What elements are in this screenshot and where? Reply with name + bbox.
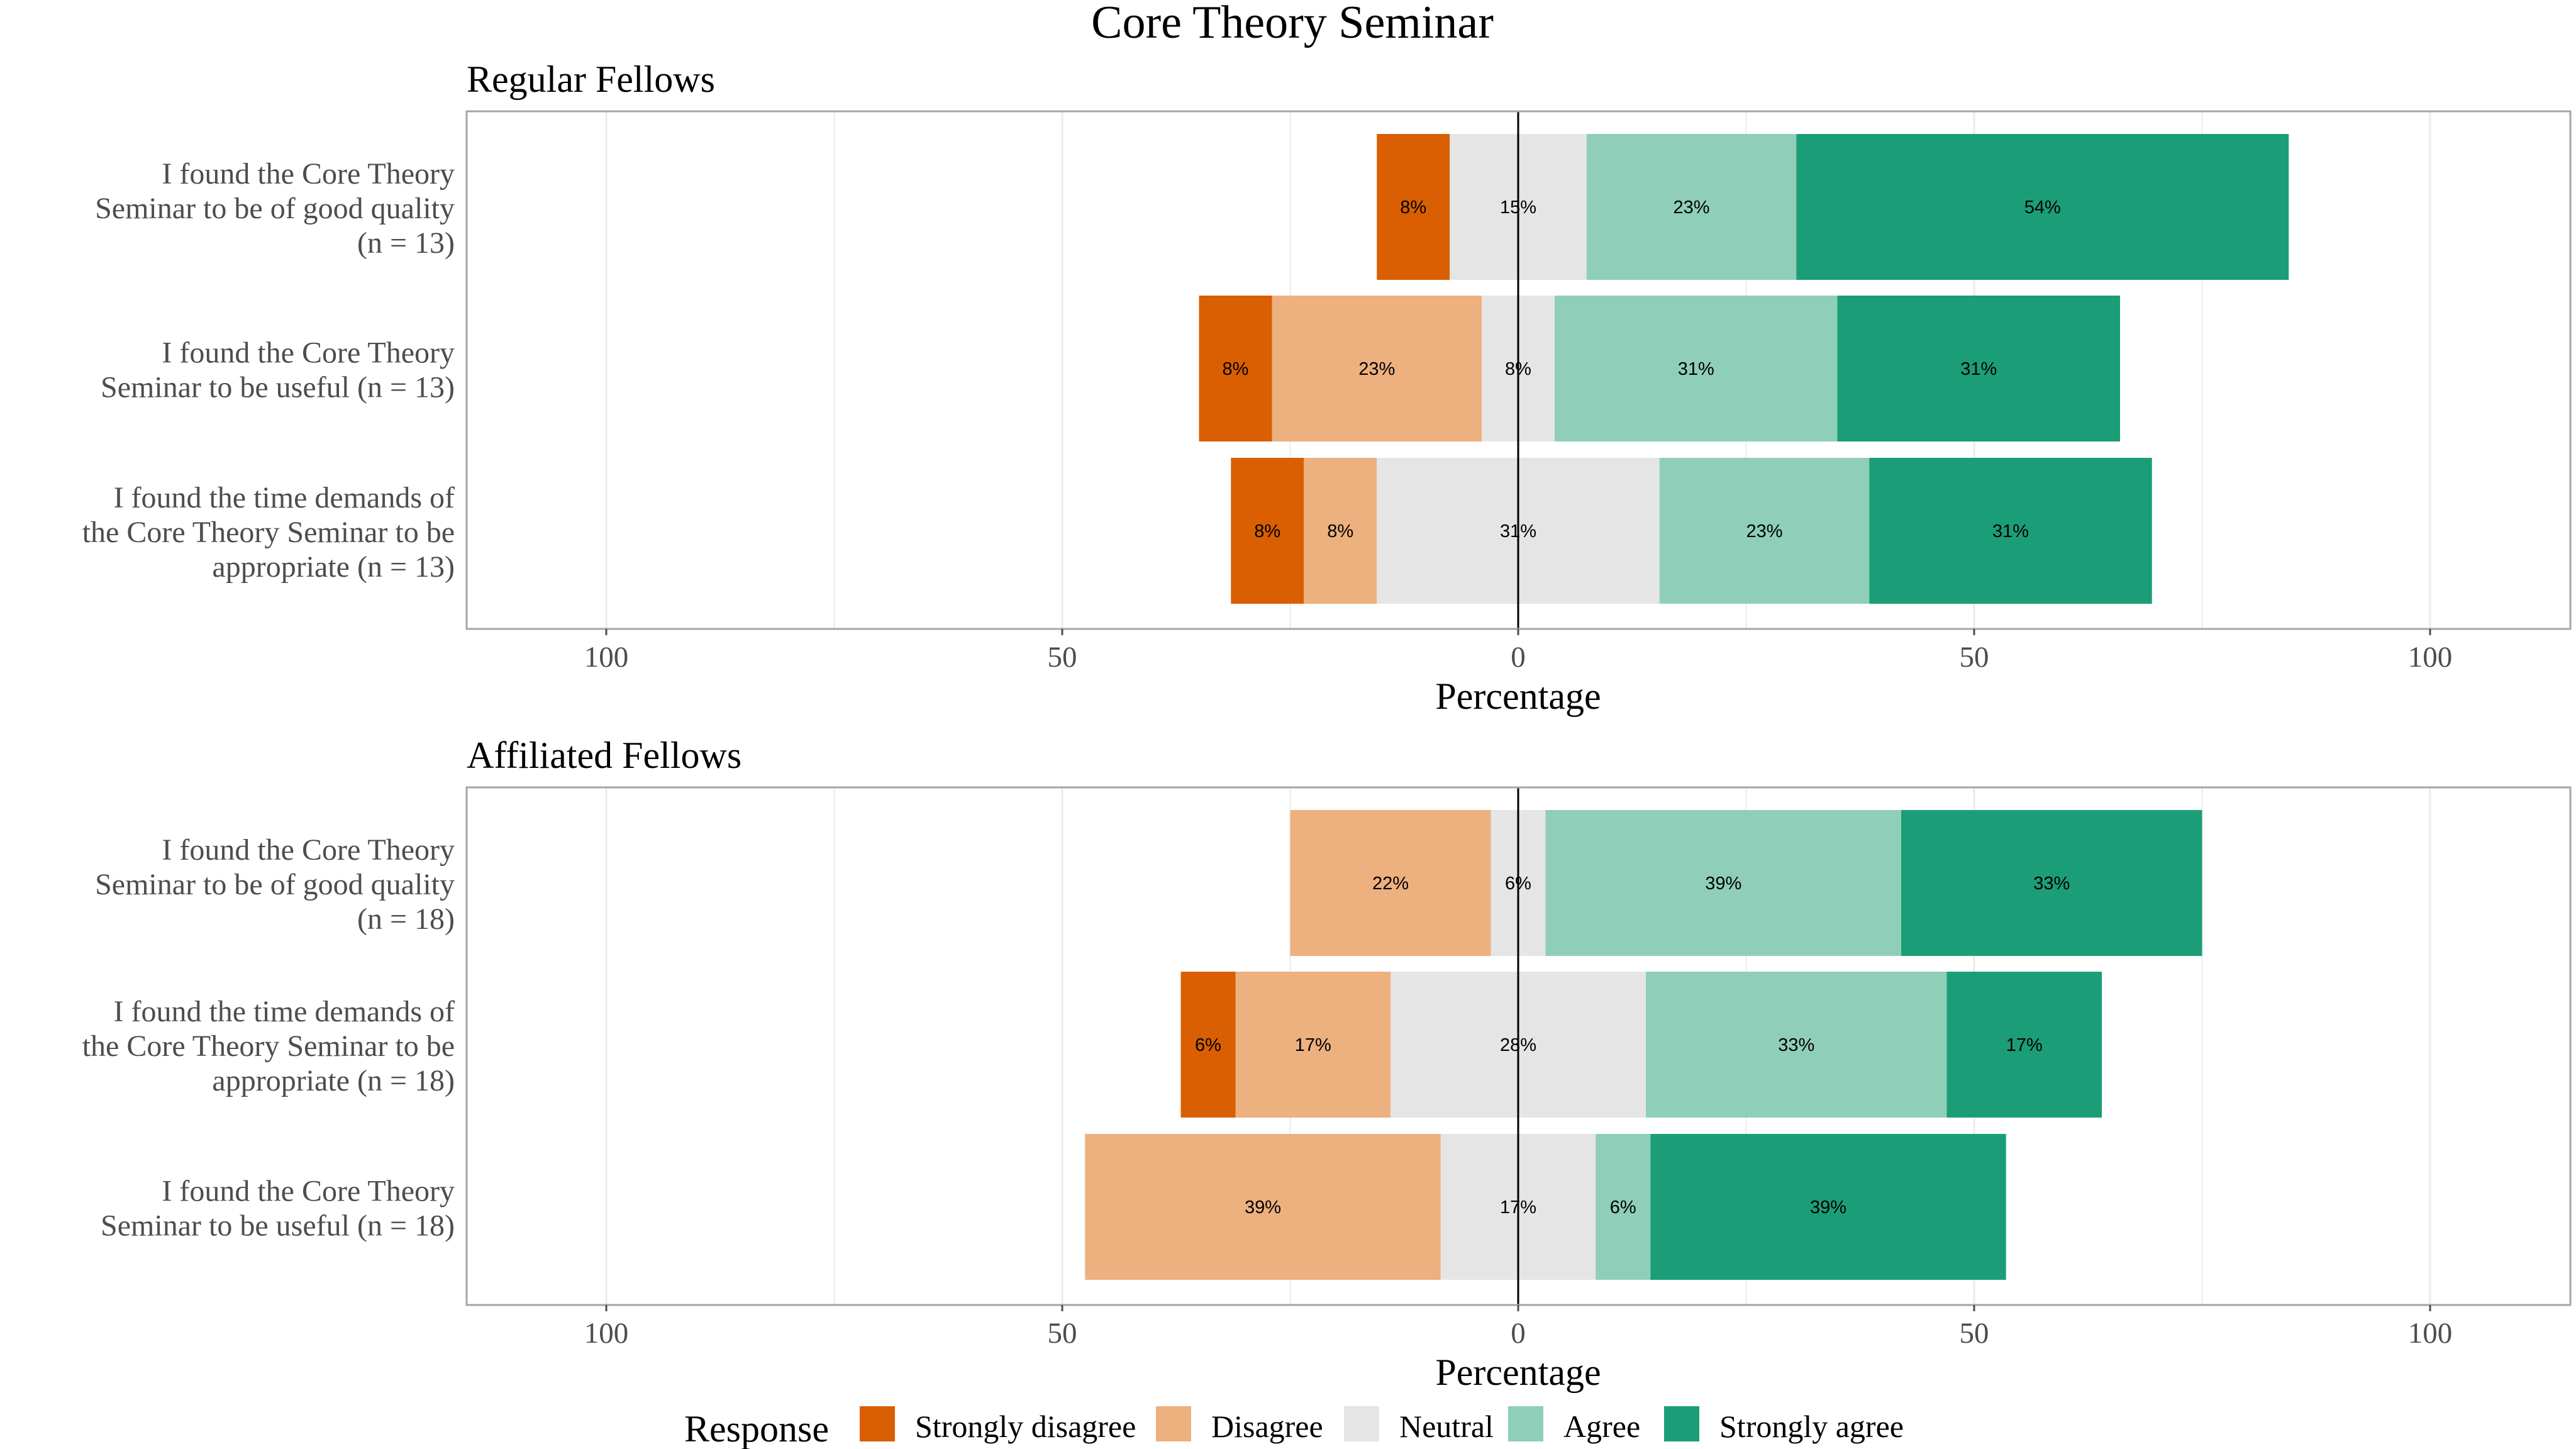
bar-segment-agree (1586, 134, 1797, 280)
legend: Response Strongly disagree Disagree Neutral… (684, 1406, 1904, 1449)
x-axis-title: Percentage (1435, 1352, 1601, 1393)
bar-segment-strongly-agree (1650, 1134, 2006, 1280)
data-label: 39% (1245, 1197, 1281, 1218)
legend-key-strongly-disagree (860, 1406, 895, 1441)
data-label: 39% (1705, 874, 1741, 894)
data-label: 17% (1295, 1035, 1331, 1055)
bar-segment-agree (1555, 296, 1838, 441)
data-label: 33% (2033, 874, 2070, 894)
bar-segment-agree (1596, 1134, 1651, 1280)
legend-key-strongly-agree (1664, 1406, 1699, 1441)
bar-segment-strongly-agree (1837, 296, 2120, 441)
x-tick-label: 50 (1048, 1317, 1077, 1350)
y-tick-label: I found the Core Theory Seminar to be use… (101, 1175, 455, 1243)
bar-segment-disagree (1235, 972, 1391, 1118)
bar-segment-disagree (1085, 1134, 1441, 1280)
legend-label: Strongly agree (1719, 1409, 1904, 1444)
legend-title: Response (684, 1408, 829, 1449)
bar-segment-strongly-agree (1946, 972, 2102, 1118)
legend-label: Neutral (1399, 1409, 1494, 1444)
legend-label: Strongly disagree (915, 1409, 1136, 1444)
bar-segment-strongly-disagree (1377, 134, 1450, 280)
data-label: 31% (1678, 359, 1714, 379)
bar-segment-strongly-disagree (1180, 972, 1236, 1118)
data-label: 23% (1746, 521, 1782, 541)
bar-segment-strongly-disagree (1199, 296, 1272, 441)
x-tick-label: 100 (584, 1317, 629, 1350)
data-label: 8% (1400, 197, 1426, 218)
panel-title: Affiliated Fellows (467, 735, 741, 776)
x-tick-label: 100 (2408, 1317, 2453, 1350)
bar-segment-agree (1646, 972, 1947, 1118)
data-label: 6% (1610, 1197, 1636, 1218)
data-label: 54% (2024, 197, 2061, 218)
x-tick-label: 50 (1048, 641, 1077, 674)
bar-segment-agree (1545, 810, 1901, 956)
data-label: 8% (1327, 521, 1353, 541)
legend-label: Disagree (1211, 1409, 1323, 1444)
legend-key-agree (1508, 1406, 1543, 1441)
legend-label: Agree (1563, 1409, 1640, 1444)
data-label: 31% (1960, 359, 1997, 379)
x-tick-label: 0 (1511, 641, 1526, 674)
bar-segment-disagree (1304, 458, 1377, 604)
panel-title: Regular Fellows (467, 58, 715, 100)
y-tick-label: I found the Core Theory Seminar to be use… (101, 336, 455, 404)
panel-2: Affiliated Fellows 22% 6% 39% 33% I found the… (82, 735, 2572, 1393)
data-label: 23% (1358, 359, 1395, 379)
y-tick-label: I found the time demands of the Core Theo… (82, 995, 455, 1097)
data-label: 23% (1673, 197, 1709, 218)
bar-segment-strongly-agree (1901, 810, 2202, 956)
data-label: 33% (1778, 1035, 1814, 1055)
bar-segment-disagree (1272, 296, 1482, 441)
chart-title: Core Theory Seminar (1091, 0, 1494, 48)
x-tick-label: 100 (2408, 641, 2453, 674)
x-axis-title: Percentage (1435, 675, 1601, 717)
data-label: 8% (1223, 359, 1249, 379)
x-tick-label: 100 (584, 641, 629, 674)
bar-segment-agree (1659, 458, 1870, 604)
x-tick-label: 0 (1511, 1317, 1526, 1350)
x-tick-label: 50 (1960, 1317, 1989, 1350)
legend-key-neutral (1344, 1406, 1379, 1441)
y-tick-label: I found the Core Theory Seminar to be of … (95, 833, 455, 936)
bar-segment-strongly-disagree (1231, 458, 1304, 604)
y-tick-label: I found the time demands of the Core Theo… (82, 481, 455, 584)
data-label: 6% (1195, 1035, 1221, 1055)
data-label: 31% (1992, 521, 2029, 541)
bar-segment-strongly-agree (1869, 458, 2152, 604)
bar-segment-strongly-agree (1796, 134, 2289, 280)
x-tick-label: 50 (1960, 641, 1989, 674)
data-label: 17% (2006, 1035, 2043, 1055)
bar-segment-disagree (1290, 810, 1491, 956)
data-label: 22% (1372, 874, 1409, 894)
data-label: 39% (1810, 1197, 1846, 1218)
data-label: 8% (1254, 521, 1280, 541)
legend-key-disagree (1156, 1406, 1191, 1441)
y-tick-label: I found the Core Theory Seminar to be of … (95, 157, 455, 260)
